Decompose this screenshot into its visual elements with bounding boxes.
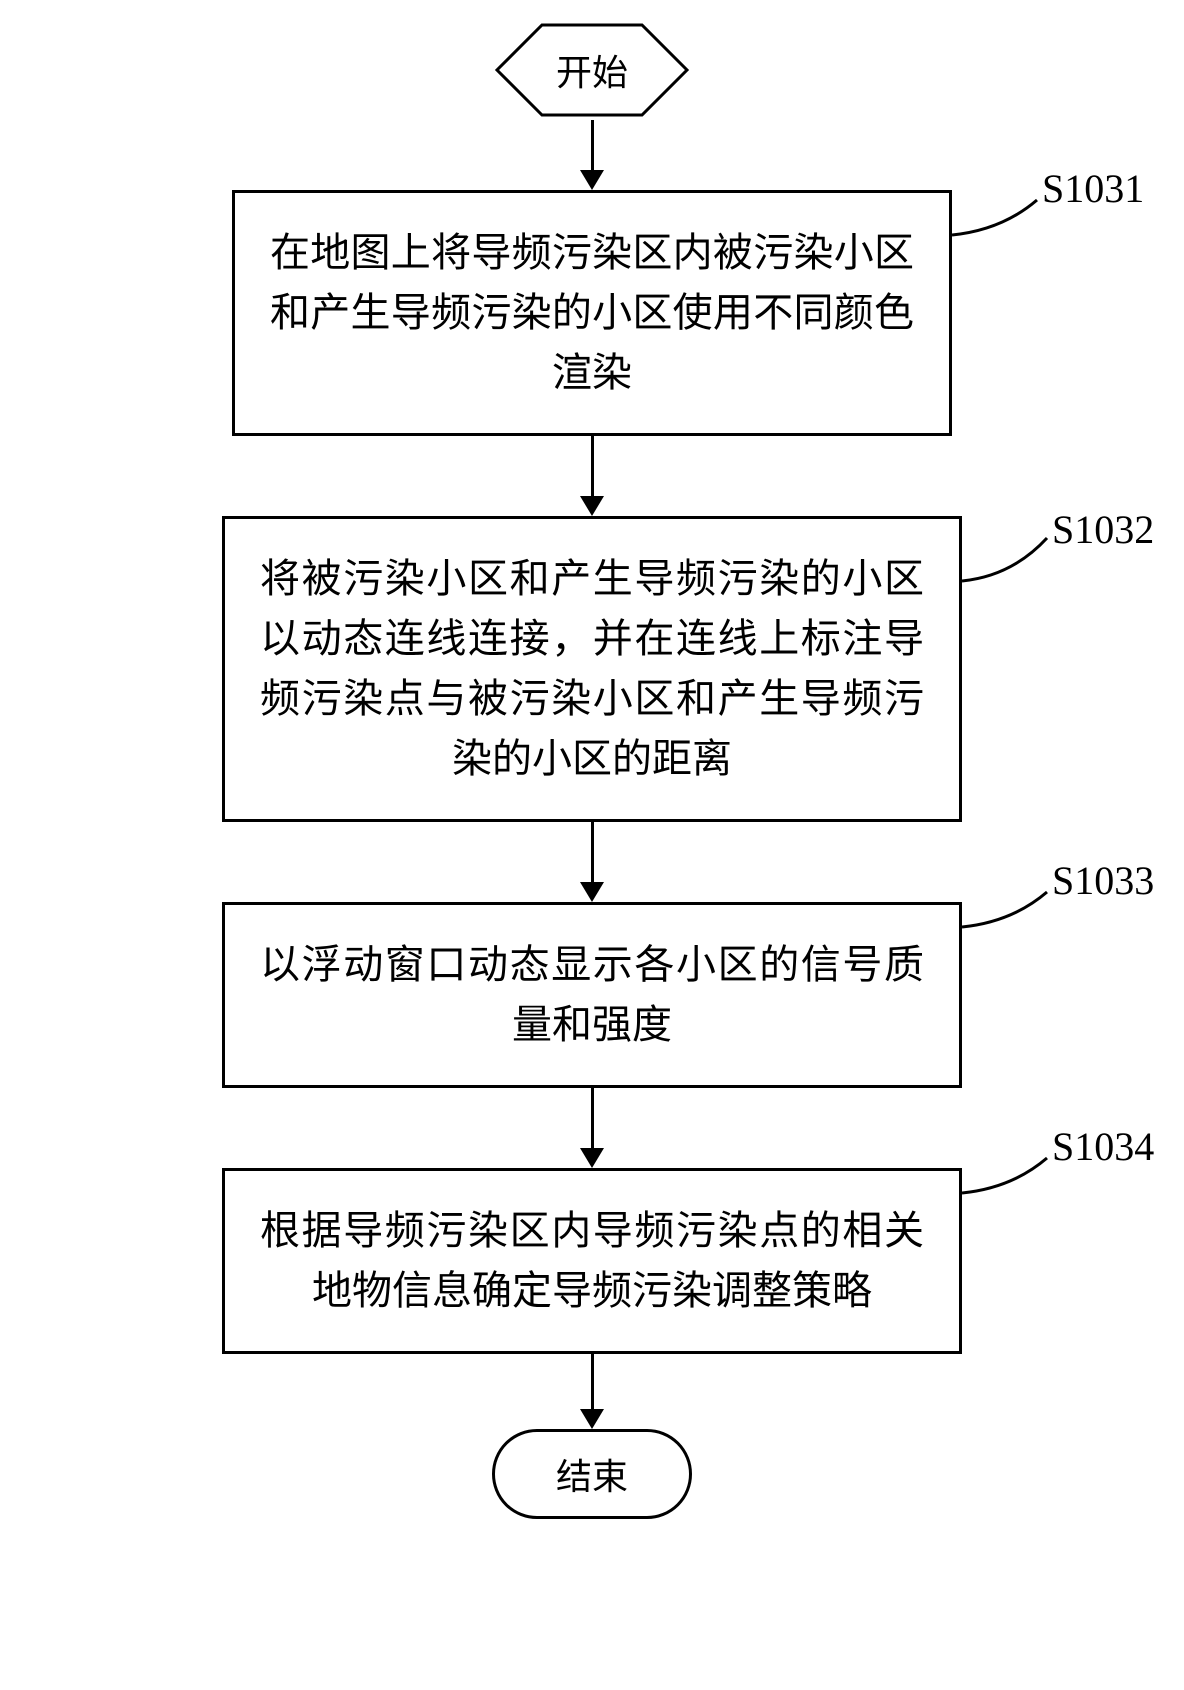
start-node: 开始 (492, 20, 692, 120)
step-s1033-label: S1033 (1052, 857, 1154, 904)
step-s1031-wrapper: 在地图上将导频污染区内被污染小区和产生导频污染的小区使用不同颜色渲染 S1031 (232, 190, 952, 436)
step-s1032-label: S1032 (1052, 506, 1154, 553)
step-s1032-box: 将被污染小区和产生导频污染的小区以动态连线连接，并在连线上标注导频污染点与被污染… (222, 516, 962, 822)
flowchart-container: 开始 在地图上将导频污染区内被污染小区和产生导频污染的小区使用不同颜色渲染 S1… (222, 20, 962, 1519)
end-node: 结束 (492, 1429, 692, 1519)
step-s1032-wrapper: 将被污染小区和产生导频污染的小区以动态连线连接，并在连线上标注导频污染点与被污染… (222, 516, 962, 822)
step-s1031-box: 在地图上将导频污染区内被污染小区和产生导频污染的小区使用不同颜色渲染 (232, 190, 952, 436)
step-s1034-wrapper: 根据导频污染区内导频污染点的相关地物信息确定导频污染调整策略 S1034 (222, 1168, 962, 1354)
step-s1031-label: S1031 (1042, 165, 1144, 212)
arrow-3 (580, 822, 604, 902)
arrow-1 (580, 120, 604, 190)
end-text: 结束 (556, 1448, 628, 1500)
arrow-5 (580, 1354, 604, 1429)
arrow-2 (580, 436, 604, 516)
step-s1034-box: 根据导频污染区内导频污染点的相关地物信息确定导频污染调整策略 (222, 1168, 962, 1354)
arrow-4 (580, 1088, 604, 1168)
step-s1033-wrapper: 以浮动窗口动态显示各小区的信号质量和强度 S1033 (222, 902, 962, 1088)
step-s1034-label: S1034 (1052, 1123, 1154, 1170)
start-text: 开始 (556, 44, 628, 96)
step-s1033-box: 以浮动窗口动态显示各小区的信号质量和强度 (222, 902, 962, 1088)
